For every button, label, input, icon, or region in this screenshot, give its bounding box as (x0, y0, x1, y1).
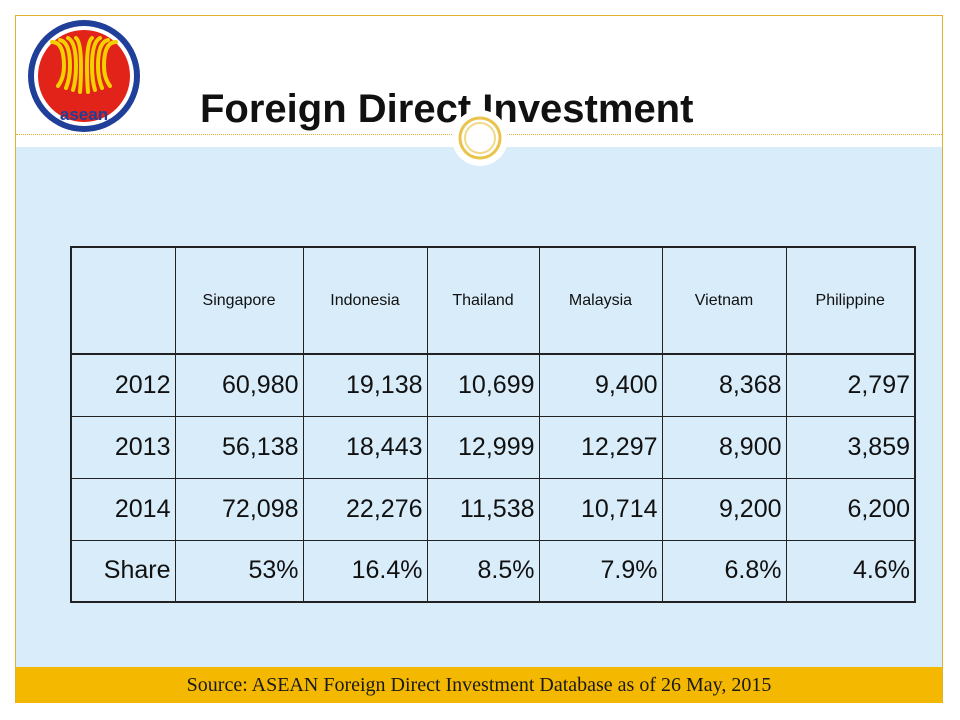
table-cell: 72,098 (174, 477, 304, 541)
source-footer: Source: ASEAN Foreign Direct Investment … (16, 667, 942, 703)
table-cell: 12,999 (426, 415, 540, 479)
table-row: 2013 56,138 18,443 12,999 12,297 8,900 3… (70, 415, 916, 479)
row-label: Share (70, 539, 176, 603)
table-cell: 6.8% (661, 539, 787, 603)
header-cell-vietnam: Vietnam (661, 246, 787, 355)
ring-decoration (452, 110, 508, 166)
table-cell: 22,276 (302, 477, 428, 541)
table-cell: 18,443 (302, 415, 428, 479)
table-cell: 8.5% (426, 539, 540, 603)
header-cell-thailand: Thailand (426, 246, 540, 355)
table-cell: 12,297 (538, 415, 663, 479)
table-row: Share 53% 16.4% 8.5% 7.9% 6.8% 4.6% (70, 539, 916, 603)
header-cell-malaysia: Malaysia (538, 246, 663, 355)
header-cell-philippine: Philippine (785, 246, 916, 355)
table-cell: 9,200 (661, 477, 787, 541)
table-row: 2012 60,980 19,138 10,699 9,400 8,368 2,… (70, 353, 916, 417)
header-cell-indonesia: Indonesia (302, 246, 428, 355)
logo-text: asean (60, 105, 108, 124)
table-cell: 10,699 (426, 353, 540, 417)
table-cell: 53% (174, 539, 304, 603)
row-label: 2012 (70, 353, 176, 417)
table-cell: 6,200 (785, 477, 916, 541)
table-cell: 10,714 (538, 477, 663, 541)
table-cell: 19,138 (302, 353, 428, 417)
table-cell: 4.6% (785, 539, 916, 603)
table-cell: 56,138 (174, 415, 304, 479)
table-cell: 60,980 (174, 353, 304, 417)
table-cell: 7.9% (538, 539, 663, 603)
table-cell: 2,797 (785, 353, 916, 417)
table-cell: 8,900 (661, 415, 787, 479)
page-title: Foreign Direct Investment (200, 87, 694, 131)
header-cell-singapore: Singapore (174, 246, 304, 355)
table-header-row: Singapore Indonesia Thailand Malaysia Vi… (70, 246, 916, 355)
row-label: 2014 (70, 477, 176, 541)
table-row: 2014 72,098 22,276 11,538 10,714 9,200 6… (70, 477, 916, 541)
table-cell: 16.4% (302, 539, 428, 603)
table-cell: 8,368 (661, 353, 787, 417)
row-label: 2013 (70, 415, 176, 479)
table-cell: 3,859 (785, 415, 916, 479)
asean-logo: asean (28, 20, 140, 132)
header-cell-blank (70, 246, 176, 355)
table-cell: 11,538 (426, 477, 540, 541)
table-cell: 9,400 (538, 353, 663, 417)
fdi-table: Singapore Indonesia Thailand Malaysia Vi… (70, 246, 916, 603)
